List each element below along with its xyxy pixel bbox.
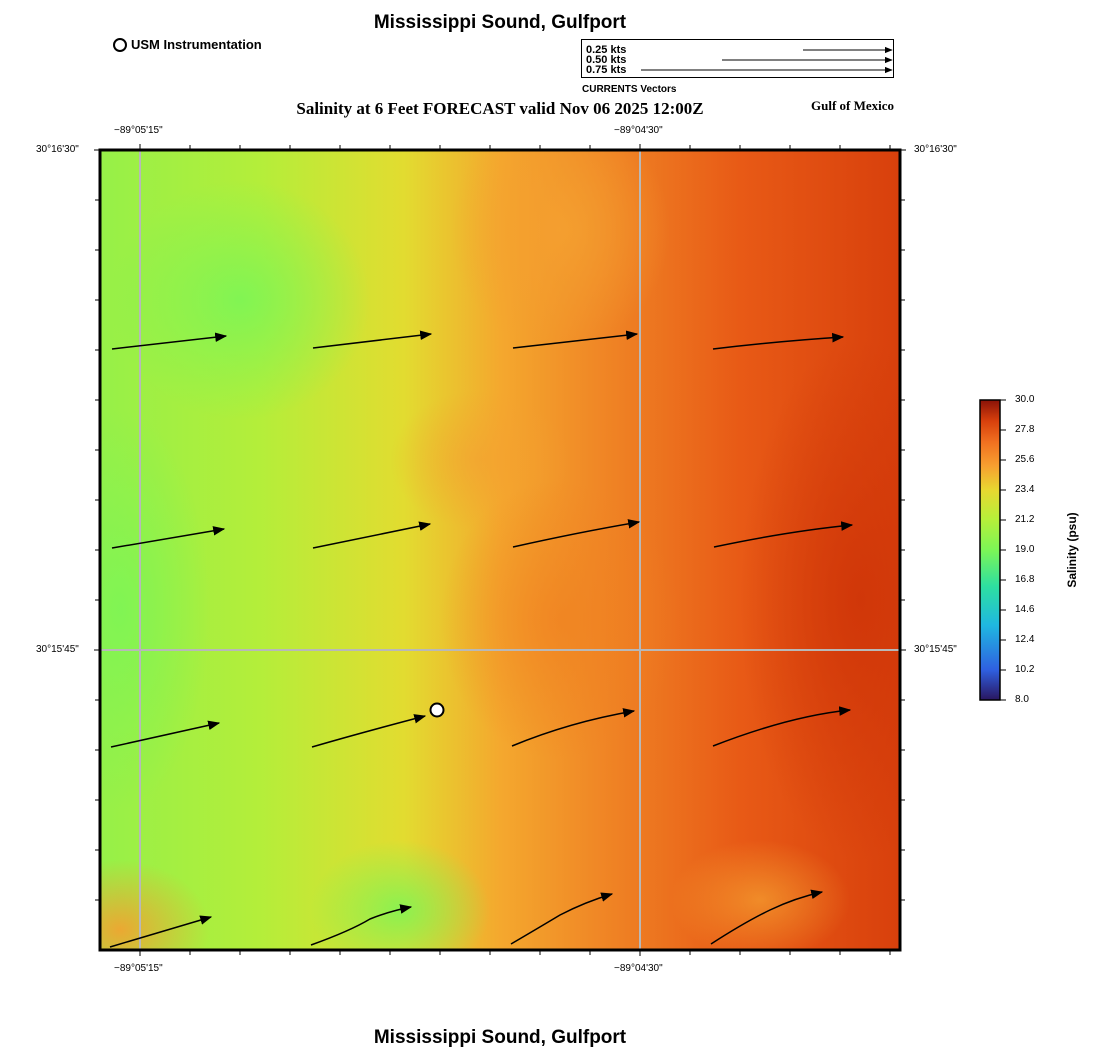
current-vector <box>510 892 614 945</box>
usm-station-marker[interactable] <box>429 702 445 718</box>
vector-scale-legend: 0.25 kts 0.50 kts 0.75 kts <box>581 39 894 78</box>
vector-scale-label-1: 0.25 kts <box>586 44 627 56</box>
current-vector <box>312 330 433 349</box>
current-vector <box>110 720 221 748</box>
current-vector <box>109 915 213 948</box>
colorbar-label: 12.4 <box>1015 634 1035 645</box>
current-vector <box>712 706 852 747</box>
instrument-legend: USM Instrumentation <box>113 37 262 52</box>
colorbar-ticks <box>1000 399 1006 701</box>
right-lat-label-2: 30°15'45" <box>914 644 957 655</box>
left-lat-label-2: 30°15'45" <box>36 644 79 655</box>
top-lon-label-2: −89°04'30" <box>614 125 663 136</box>
map-title: Mississippi Sound, Gulfport <box>373 12 627 33</box>
colorbar-label: 23.4 <box>1015 484 1035 495</box>
colorbar-label: 25.6 <box>1015 454 1035 465</box>
right-lat-label-1: 30°16'30" <box>914 144 957 155</box>
map-footer-title: Mississippi Sound, Gulfport <box>373 1027 627 1048</box>
current-vector <box>712 332 845 350</box>
current-vector <box>111 332 228 350</box>
salinity-field <box>100 150 900 950</box>
colorbar-label: 21.2 <box>1015 514 1035 525</box>
graticule <box>100 150 900 950</box>
top-lon-label-1: −89°05'15" <box>114 125 163 136</box>
map-subtitle: Salinity at 6 Feet FORECAST valid Nov 06… <box>296 99 704 118</box>
station-marker-icon <box>113 37 127 52</box>
instrument-legend-label: USM Instrumentation <box>131 37 262 52</box>
current-vector <box>713 521 854 548</box>
left-lat-label-1: 30°16'30" <box>36 144 79 155</box>
bottom-lon-label-1: −89°05'15" <box>114 963 163 974</box>
current-vector <box>710 889 824 945</box>
colorbar-title: Salinity (psu) <box>1065 512 1079 588</box>
frame-ticks <box>94 144 906 956</box>
current-vector <box>512 330 639 349</box>
colorbar-label: 8.0 <box>1015 694 1029 705</box>
colorbar-label: 10.2 <box>1015 664 1035 675</box>
colorbar-label: 30.0 <box>1015 394 1035 405</box>
current-vector <box>312 521 432 549</box>
current-vector <box>511 708 636 747</box>
current-vector <box>311 714 427 748</box>
vector-scale-arrows <box>641 46 893 74</box>
colorbar-label: 19.0 <box>1015 544 1035 555</box>
colorbar-label: 16.8 <box>1015 574 1035 585</box>
vector-scale-label-3: 0.75 kts <box>586 64 627 76</box>
vector-legend-caption: CURRENTS Vectors <box>582 84 677 95</box>
vector-scale-label-2: 0.50 kts <box>586 54 627 66</box>
colorbar <box>979 399 1001 701</box>
current-vector <box>310 904 413 946</box>
colorbar-label: 14.6 <box>1015 604 1035 615</box>
bottom-lon-label-2: −89°04'30" <box>614 963 663 974</box>
current-vectors <box>109 330 854 948</box>
region-label: Gulf of Mexico <box>811 98 895 113</box>
current-vector <box>111 526 226 549</box>
colorbar-label: 27.8 <box>1015 424 1035 435</box>
current-vector <box>512 519 641 548</box>
